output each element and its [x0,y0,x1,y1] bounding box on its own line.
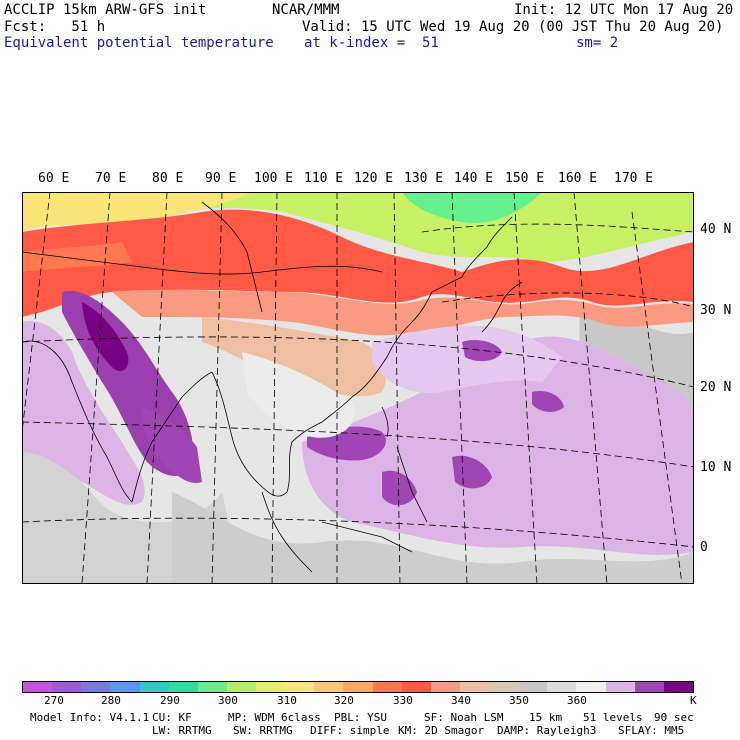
field-violet-region [532,390,564,412]
colorbar-swatch [314,682,344,692]
field-red-region [22,209,694,317]
lon-label: 90 E [205,171,237,186]
colorbar-swatch [518,682,548,692]
colorbar-tick-label: 350 [509,694,529,707]
colorbar-swatch [430,682,460,692]
colorbar-swatch [23,682,53,692]
colorbar-swatch [285,682,315,692]
colorbar-swatch [52,682,82,692]
lat-label: 40 N [700,222,732,237]
field-violet-region [462,340,502,362]
colorbar-tick-label: 360 [567,694,587,707]
model-info: Model Info: V4.1.1 [30,711,150,724]
init-time: Init: 12 UTC Mon 17 Aug 20 [514,2,734,18]
model-title: ACCLIP 15km ARW-GFS init [4,2,207,18]
colorbar-swatch [226,682,256,692]
surface-layer-scheme: SFLAY: MM5 [618,724,685,737]
lon-label: 150 E [505,171,545,186]
field-violet-region [141,407,202,483]
colorbar-swatch [256,682,286,692]
colorbar-swatch [372,682,402,692]
lon-label: 80 E [152,171,184,186]
microphysics-scheme: MP: WDM 6class [228,711,321,724]
field-violet-region [382,470,417,506]
lon-label: 140 E [454,171,494,186]
field-gray-region [172,492,694,584]
lat-label: 30 N [700,303,732,318]
colorbar-swatch [605,682,635,692]
coastlines [22,201,523,573]
lat-label: 20 N [700,380,732,395]
lon-label: 60 E [38,171,70,186]
lon-label: 100 E [254,171,294,186]
eddy-coefficient-option: KM: 2D Smagor [398,724,485,737]
colorbar-swatch [168,682,198,692]
colorbar-swatch [459,682,489,692]
lon-label: 130 E [404,171,444,186]
lat-label: 10 N [700,460,732,475]
lon-label: 170 E [614,171,654,186]
colorbar-tick-label: 290 [160,694,180,707]
colorbar-tick-label: 310 [277,694,297,707]
field-violet-region [452,455,492,489]
field-dark-violet-region [82,302,129,372]
vertical-levels: 51 levels [583,711,643,724]
shortwave-scheme: SW: RRTMG [233,724,293,737]
field-green-region [402,192,542,223]
colorbar-tick-label: 320 [334,694,354,707]
colorbar-tick-label: 340 [451,694,471,707]
colorbar-swatch [81,682,111,692]
colorbar-tick-label: 330 [393,694,413,707]
damping-option: DAMP: Rayleigh3 [497,724,597,737]
valid-time: Valid: 15 UTC Wed 19 Aug 20 (00 JST Thu … [302,19,724,35]
colorbar-swatch [197,682,227,692]
colorbar-swatch [343,682,373,692]
lon-label: 110 E [304,171,344,186]
lon-label: 120 E [354,171,394,186]
colorbar [22,681,694,693]
field-lavender-region [22,321,145,505]
colorbar-swatch [139,682,169,692]
graticule [22,192,694,584]
field-lavender-region [372,325,562,393]
map-frame [22,192,694,584]
colorbar-swatch [489,682,519,692]
longwave-scheme: LW: RRTMG [152,724,212,737]
surface-scheme: SF: Noah LSM [424,711,504,724]
field-yellow-region [22,192,252,232]
institution-label: NCAR/MMM [272,2,340,18]
lat-label: 0 [700,540,708,555]
lon-label: 160 E [558,171,598,186]
colorbar-tick-label: 270 [44,694,64,707]
colorbar-swatch [547,682,577,692]
colorbar-swatch [576,682,606,692]
field-light-region [242,352,355,438]
cumulus-scheme: CU: KF [152,711,192,724]
field-orange-region [112,289,694,336]
colorbar-unit: K [690,694,697,707]
colorbar-swatch [401,682,431,692]
time-step: 90 sec [654,711,694,724]
colorbar-tick-label: 280 [101,694,121,707]
diffusion-option: DIFF: simple [310,724,390,737]
colorbar-swatch [663,682,693,692]
equivalent-potential-temperature-map [22,192,694,584]
pbl-scheme: PBL: YSU [334,711,387,724]
vertical-level: at k-index = 51 [304,35,439,51]
field-yellow-green-region [22,192,694,262]
lon-label: 70 E [95,171,127,186]
colorbar-tick-label: 300 [218,694,238,707]
colorbar-swatch [634,682,664,692]
colorbar-swatch [110,682,140,692]
field-name: Equivalent potential temperature [4,35,274,51]
forecast-hour: Fcst: 51 h [4,19,106,35]
smoothing-label: sm= 2 [576,35,619,51]
grid-resolution: 15 km [529,711,563,724]
